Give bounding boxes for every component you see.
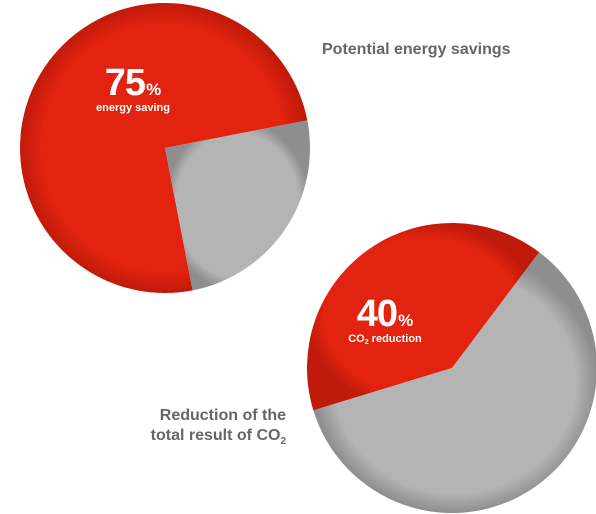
pie1-label: 75% energy saving: [78, 64, 188, 115]
pie2-slice-remainder: [313, 252, 596, 513]
pie1-label-text: energy saving: [96, 102, 170, 114]
pie1-unit: %: [146, 80, 162, 99]
pie2-caption-line1: Reduction of the: [159, 407, 286, 424]
pie2-value: 40: [356, 293, 398, 335]
pie2-slice-highlight: [307, 222, 540, 411]
pie2-label: 40% CO2 reduction: [330, 295, 440, 349]
pie1-slice-remainder: [165, 120, 310, 291]
pie2-label-text: CO2 reduction: [348, 333, 422, 346]
pie1-slice-highlight: [19, 2, 308, 294]
pie2-unit: %: [398, 311, 414, 330]
pie2-caption-line2: total result of CO: [150, 427, 281, 444]
pie1-caption: Potential energy savings: [322, 41, 511, 58]
pie2-caption: Reduction of the total result of CO2: [104, 406, 286, 452]
pie2-caption-sub: 2: [280, 436, 286, 447]
pie1-value: 75: [104, 62, 146, 104]
